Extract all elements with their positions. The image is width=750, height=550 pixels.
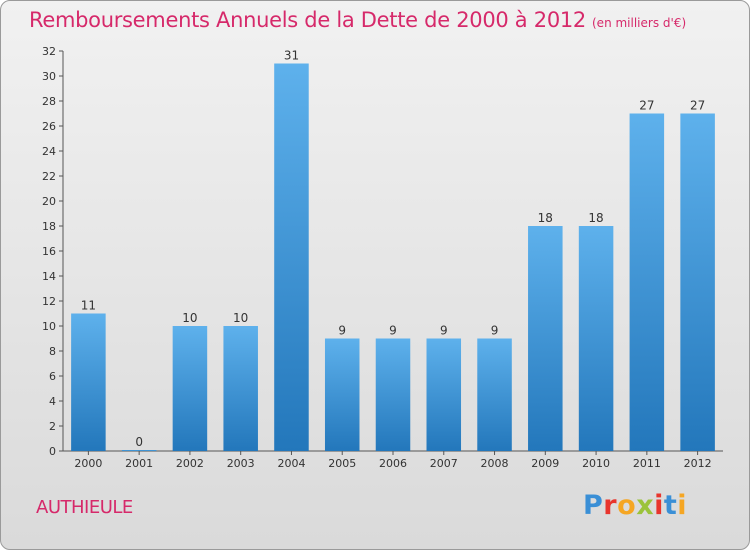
bar [324,338,360,451]
bar [375,338,411,451]
bar-value-label: 27 [690,99,705,113]
x-tick-label: 2011 [633,457,661,470]
y-tick-label: 30 [42,70,56,83]
chart-subtitle: (en milliers d'€) [592,16,687,30]
bar-value-label: 18 [588,211,603,225]
proxiti-logo: Proxiti [583,490,687,521]
x-tick-label: 2004 [277,457,305,470]
bar [477,338,512,451]
x-tick-label: 2012 [684,457,712,470]
y-tick-label: 20 [42,195,56,208]
bar-value-label: 0 [135,435,143,449]
x-tick-label: 2003 [227,457,255,470]
logo-letter: i [654,490,664,521]
y-tick-label: 28 [42,95,56,108]
y-tick-label: 24 [42,145,56,158]
bar [172,326,208,451]
bar-value-label: 11 [81,299,96,313]
y-tick-label: 10 [42,320,56,333]
bar-value-label: 9 [440,324,448,338]
x-tick-label: 2002 [176,457,204,470]
logo-letter: r [603,490,618,521]
y-tick-label: 6 [49,370,56,383]
x-tick-label: 2000 [74,457,102,470]
bar [528,226,563,451]
bar-value-label: 18 [538,211,553,225]
bar [71,313,106,451]
chart-title-text: Remboursements Annuels de la Dette de 20… [29,8,586,32]
logo-letter: i [677,490,688,521]
x-tick-label: 2001 [125,457,153,470]
y-tick-label: 12 [42,295,56,308]
bar [223,326,258,451]
y-tick-label: 14 [42,270,56,283]
bar [680,113,715,451]
bar-value-label: 10 [233,311,248,325]
logo-letter: t [663,490,678,521]
x-tick-label: 2005 [328,457,356,470]
y-tick-label: 18 [42,220,56,233]
bar-value-label: 9 [491,324,499,338]
y-tick-label: 32 [42,45,56,58]
x-tick-label: 2006 [379,457,407,470]
x-tick-label: 2008 [481,457,509,470]
bar [629,113,665,451]
bar-value-label: 9 [338,324,346,338]
bar-value-label: 10 [182,311,197,325]
y-tick-label: 0 [49,445,56,458]
y-tick-label: 8 [49,345,56,358]
commune-name: AUTHIEULE [36,497,133,518]
bar [426,338,462,451]
bar-value-label: 9 [389,324,397,338]
logo-letter: x [636,490,655,521]
bar-value-label: 31 [284,49,299,63]
y-tick-label: 22 [42,170,56,183]
chart-title: Remboursements Annuels de la Dette de 20… [29,8,686,32]
bar [274,63,309,451]
bar-value-label: 27 [639,99,654,113]
x-tick-label: 2009 [531,457,559,470]
logo-letter: o [617,490,637,521]
y-tick-label: 16 [42,245,56,258]
logo-letter: P [583,490,604,521]
x-tick-label: 2010 [582,457,610,470]
bar [578,226,614,451]
x-tick-label: 2007 [430,457,458,470]
y-tick-label: 4 [49,395,56,408]
bar [121,450,157,451]
y-tick-label: 2 [49,420,56,433]
y-tick-label: 26 [42,120,56,133]
